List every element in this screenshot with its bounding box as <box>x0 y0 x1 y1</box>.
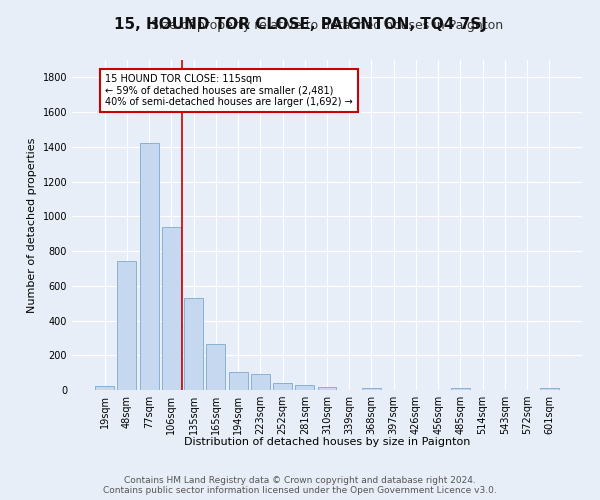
Text: Contains HM Land Registry data © Crown copyright and database right 2024.
Contai: Contains HM Land Registry data © Crown c… <box>103 476 497 495</box>
Text: 15 HOUND TOR CLOSE: 115sqm
← 59% of detached houses are smaller (2,481)
40% of s: 15 HOUND TOR CLOSE: 115sqm ← 59% of deta… <box>105 74 353 107</box>
Bar <box>295 385 314 390</box>
Bar <box>273 384 292 390</box>
Bar <box>451 388 470 390</box>
Bar <box>540 388 559 390</box>
Bar <box>118 260 136 390</box>
Bar <box>251 374 270 390</box>
Text: 15, HOUND TOR CLOSE, PAIGNTON, TQ4 7SJ: 15, HOUND TOR CLOSE, PAIGNTON, TQ4 7SJ <box>113 18 487 32</box>
Bar <box>317 388 337 390</box>
Title: Size of property relative to detached houses in Paignton: Size of property relative to detached ho… <box>151 20 503 32</box>
Bar <box>206 344 225 390</box>
Bar <box>229 372 248 390</box>
Bar <box>362 388 381 390</box>
Bar <box>95 386 114 390</box>
Bar <box>162 226 181 390</box>
Y-axis label: Number of detached properties: Number of detached properties <box>27 138 37 312</box>
Bar <box>140 142 158 390</box>
Bar <box>184 298 203 390</box>
X-axis label: Distribution of detached houses by size in Paignton: Distribution of detached houses by size … <box>184 437 470 447</box>
